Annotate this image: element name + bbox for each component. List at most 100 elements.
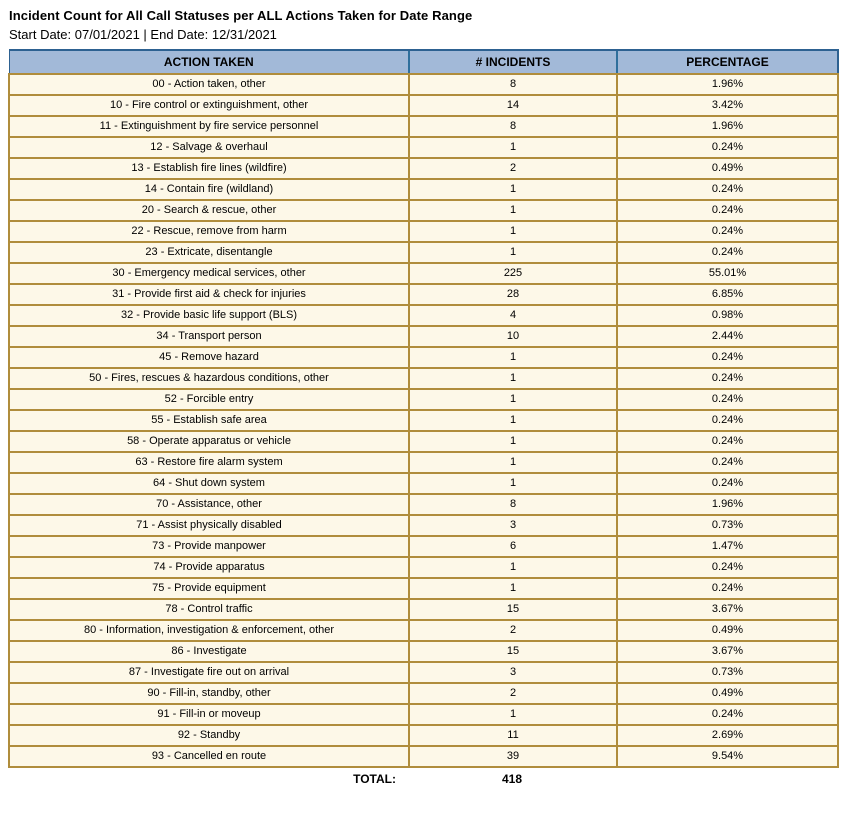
percentage-cell: 9.54% xyxy=(616,745,839,768)
action-taken-cell: 34 - Transport person xyxy=(8,325,410,348)
percentage-cell: 0.73% xyxy=(616,514,839,537)
percentage-cell: 0.24% xyxy=(616,388,839,411)
table-row: 30 - Emergency medical services, other 22… xyxy=(8,262,839,285)
table-row: 22 - Rescue, remove from harm 1 0.24% xyxy=(8,220,839,243)
incidents-cell: 8 xyxy=(408,493,618,516)
table-row: 92 - Standby 11 2.69% xyxy=(8,724,839,747)
table-header: ACTION TAKEN # INCIDENTS PERCENTAGE xyxy=(8,49,839,75)
percentage-cell: 2.69% xyxy=(616,724,839,747)
percentage-cell: 3.42% xyxy=(616,94,839,117)
table-row: 63 - Restore fire alarm system 1 0.24% xyxy=(8,451,839,474)
report-page: Incident Count for All Call Statuses per… xyxy=(8,8,839,786)
table-row: 80 - Information, investigation & enforc… xyxy=(8,619,839,642)
action-taken-cell: 70 - Assistance, other xyxy=(8,493,410,516)
total-value: 418 xyxy=(501,772,523,786)
percentage-cell: 0.98% xyxy=(616,304,839,327)
table-row: 75 - Provide equipment 1 0.24% xyxy=(8,577,839,600)
incidents-cell: 39 xyxy=(408,745,618,768)
incidents-cell: 1 xyxy=(408,220,618,243)
table-row: 14 - Contain fire (wildland) 1 0.24% xyxy=(8,178,839,201)
incidents-cell: 1 xyxy=(408,703,618,726)
incidents-cell: 1 xyxy=(408,346,618,369)
action-taken-cell: 20 - Search & rescue, other xyxy=(8,199,410,222)
incidents-cell: 1 xyxy=(408,472,618,495)
table-row: 00 - Action taken, other 8 1.96% xyxy=(8,73,839,96)
incidents-cell: 1 xyxy=(408,430,618,453)
action-taken-cell: 50 - Fires, rescues & hazardous conditio… xyxy=(8,367,410,390)
percentage-cell: 0.73% xyxy=(616,661,839,684)
percentage-cell: 6.85% xyxy=(616,283,839,306)
incidents-cell: 2 xyxy=(408,619,618,642)
percentage-cell: 0.49% xyxy=(616,157,839,180)
percentage-cell: 0.24% xyxy=(616,430,839,453)
action-taken-cell: 58 - Operate apparatus or vehicle xyxy=(8,430,410,453)
table-row: 50 - Fires, rescues & hazardous conditio… xyxy=(8,367,839,390)
action-taken-cell: 87 - Investigate fire out on arrival xyxy=(8,661,410,684)
action-taken-cell: 13 - Establish fire lines (wildfire) xyxy=(8,157,410,180)
percentage-cell: 1.96% xyxy=(616,493,839,516)
table-row: 58 - Operate apparatus or vehicle 1 0.24% xyxy=(8,430,839,453)
incident-table: ACTION TAKEN # INCIDENTS PERCENTAGE 00 -… xyxy=(8,49,839,768)
table-row: 11 - Extinguishment by fire service pers… xyxy=(8,115,839,138)
incidents-cell: 1 xyxy=(408,199,618,222)
incidents-cell: 8 xyxy=(408,73,618,96)
incidents-cell: 8 xyxy=(408,115,618,138)
percentage-cell: 0.24% xyxy=(616,409,839,432)
action-taken-cell: 71 - Assist physically disabled xyxy=(8,514,410,537)
action-taken-cell: 80 - Information, investigation & enforc… xyxy=(8,619,410,642)
incidents-cell: 1 xyxy=(408,388,618,411)
incidents-cell: 10 xyxy=(408,325,618,348)
action-taken-cell: 30 - Emergency medical services, other xyxy=(8,262,410,285)
table-row: 93 - Cancelled en route 39 9.54% xyxy=(8,745,839,768)
percentage-cell: 0.24% xyxy=(616,703,839,726)
table-row: 71 - Assist physically disabled 3 0.73% xyxy=(8,514,839,537)
action-taken-cell: 55 - Establish safe area xyxy=(8,409,410,432)
action-taken-cell: 52 - Forcible entry xyxy=(8,388,410,411)
incidents-cell: 14 xyxy=(408,94,618,117)
table-row: 13 - Establish fire lines (wildfire) 2 0.4… xyxy=(8,157,839,180)
incidents-cell: 15 xyxy=(408,640,618,663)
incidents-cell: 1 xyxy=(408,241,618,264)
table-row: 90 - Fill-in, standby, other 2 0.49% xyxy=(8,682,839,705)
percentage-cell: 0.24% xyxy=(616,241,839,264)
action-taken-cell: 63 - Restore fire alarm system xyxy=(8,451,410,474)
percentage-cell: 0.24% xyxy=(616,178,839,201)
action-taken-cell: 91 - Fill-in or moveup xyxy=(8,703,410,726)
incidents-cell: 1 xyxy=(408,451,618,474)
percentage-cell: 3.67% xyxy=(616,640,839,663)
incidents-cell: 1 xyxy=(408,556,618,579)
action-taken-cell: 10 - Fire control or extinguishment, oth… xyxy=(8,94,410,117)
table-row: 31 - Provide first aid & check for injur… xyxy=(8,283,839,306)
percentage-cell: 1.96% xyxy=(616,115,839,138)
table-row: 32 - Provide basic life support (BLS) 4 0.… xyxy=(8,304,839,327)
percentage-cell: 2.44% xyxy=(616,325,839,348)
incidents-cell: 1 xyxy=(408,178,618,201)
column-header-action-taken: ACTION TAKEN xyxy=(8,49,409,75)
table-row: 86 - Investigate 15 3.67% xyxy=(8,640,839,663)
action-taken-cell: 23 - Extricate, disentangle xyxy=(8,241,410,264)
action-taken-cell: 93 - Cancelled en route xyxy=(8,745,410,768)
incidents-cell: 1 xyxy=(408,136,618,159)
incidents-cell: 1 xyxy=(408,409,618,432)
action-taken-cell: 11 - Extinguishment by fire service pers… xyxy=(8,115,410,138)
action-taken-cell: 64 - Shut down system xyxy=(8,472,410,495)
date-range-subtitle: Start Date: 07/01/2021 | End Date: 12/31… xyxy=(9,27,277,42)
action-taken-cell: 31 - Provide first aid & check for injur… xyxy=(8,283,410,306)
percentage-cell: 0.24% xyxy=(616,367,839,390)
action-taken-cell: 78 - Control traffic xyxy=(8,598,410,621)
incidents-cell: 1 xyxy=(408,577,618,600)
table-row: 12 - Salvage & overhaul 1 0.24% xyxy=(8,136,839,159)
incidents-cell: 2 xyxy=(408,682,618,705)
table-body: 00 - Action taken, other 8 1.96% 10 - Fire … xyxy=(8,73,839,768)
percentage-cell: 0.24% xyxy=(616,577,839,600)
percentage-cell: 0.24% xyxy=(616,346,839,369)
percentage-cell: 0.24% xyxy=(616,556,839,579)
action-taken-cell: 73 - Provide manpower xyxy=(8,535,410,558)
table-row: 91 - Fill-in or moveup 1 0.24% xyxy=(8,703,839,726)
column-header-incidents: # INCIDENTS xyxy=(408,49,617,75)
total-line: TOTAL: 418 xyxy=(8,772,837,786)
table-row: 78 - Control traffic 15 3.67% xyxy=(8,598,839,621)
table-row: 55 - Establish safe area 1 0.24% xyxy=(8,409,839,432)
percentage-cell: 0.24% xyxy=(616,220,839,243)
table-row: 64 - Shut down system 1 0.24% xyxy=(8,472,839,495)
